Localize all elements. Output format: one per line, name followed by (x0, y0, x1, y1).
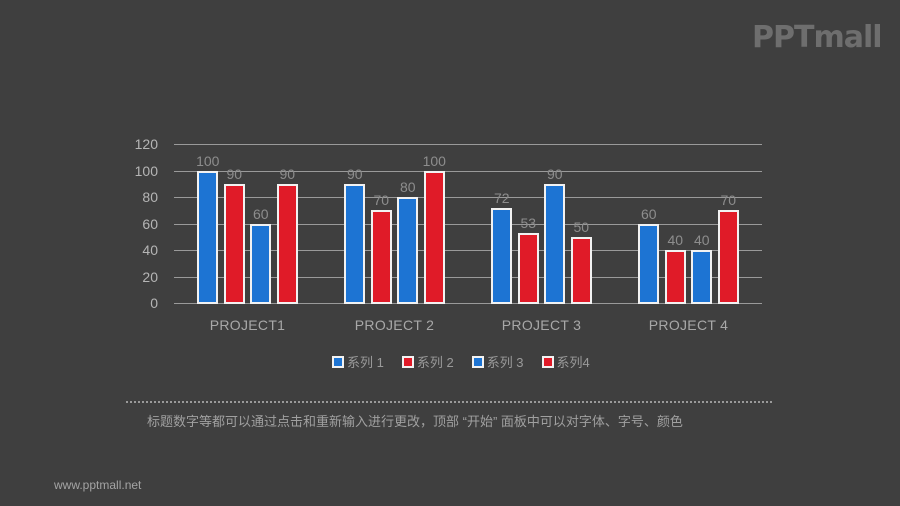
data-label: 100 (196, 152, 220, 169)
data-label: 50 (573, 218, 590, 235)
y-axis-tick-label: 100 (134, 163, 158, 179)
bar-3-series-2 (517, 232, 539, 304)
data-label: 90 (346, 165, 363, 182)
y-axis-tick-label: 20 (142, 269, 158, 285)
bar-1-series-4 (276, 183, 298, 304)
gridline (174, 224, 762, 225)
gridline (174, 171, 762, 172)
legend-swatch-red-icon (541, 355, 554, 368)
y-axis-tick-label: 0 (150, 295, 158, 311)
x-axis-category-label: PROJECT1 (209, 317, 286, 333)
x-axis-category-label: PROJECT 2 (354, 317, 435, 333)
bar-2-series-2 (370, 210, 392, 304)
bar-3-series-1 (491, 207, 513, 304)
bar-4-series-1 (638, 223, 660, 304)
legend-label: 系列 3 (486, 355, 524, 370)
bar-3-series-4 (570, 236, 592, 304)
gridline (174, 144, 762, 145)
legend-label: 系列 1 (347, 355, 384, 370)
data-label: 70 (720, 192, 737, 209)
legend-label: 系列 2 (416, 355, 454, 370)
bar-2-series-3 (397, 197, 419, 304)
bar-1-series-2 (223, 183, 245, 304)
bar-2-series-4 (423, 170, 445, 304)
legend-swatch-blue-icon (471, 355, 484, 368)
gridline (174, 250, 762, 251)
data-label: 40 (667, 232, 684, 248)
bar-2-series-1 (344, 183, 366, 304)
dotted-divider (126, 401, 772, 403)
instruction-note: 标题数字等都可以通过点击和重新输入进行更改，顶部 “开始” 面板中可以对字体、字… (147, 414, 683, 429)
y-axis-tick-label: 40 (142, 242, 158, 258)
data-label: 80 (399, 179, 416, 195)
legend-item-series-2: 系列 2 (401, 352, 454, 371)
y-axis-tick-label: 80 (142, 189, 158, 205)
x-axis-category-label: PROJECT 3 (501, 317, 582, 333)
legend-swatch-blue-icon (332, 355, 344, 368)
gridline (174, 197, 762, 198)
y-axis-tick-label: 60 (142, 216, 158, 232)
data-label: 90 (546, 165, 563, 182)
bar-1-series-1 (197, 170, 219, 304)
x-axis-category-label: PROJECT 4 (648, 317, 729, 333)
bar-4-series-4 (717, 210, 739, 304)
data-label: 70 (373, 192, 390, 209)
website-footer: www.pptmall.net (54, 478, 142, 492)
legend-item-series-3: 系列 3 (471, 352, 524, 371)
data-label: 72 (493, 189, 510, 206)
gridline (174, 303, 762, 304)
bar-1-series-3 (250, 223, 272, 304)
bar-chart: 0 20 40 60 80 100 120 100 90 60 90 PROJECT1 90 70 80 10… (134, 136, 762, 333)
legend-item-series-1: 系列 1 (332, 352, 384, 371)
data-label: 60 (640, 205, 657, 222)
data-label: 40 (693, 232, 710, 248)
gridline (174, 277, 762, 278)
bar-4-series-3 (691, 250, 713, 304)
legend-swatch-red-icon (401, 355, 414, 368)
chart-legend: 系列 1 系列 2 系列 3 系列4 (332, 352, 590, 371)
legend-label: 系列4 (556, 355, 590, 370)
bar-3-series-3 (544, 183, 566, 304)
bar-4-series-2 (664, 250, 686, 304)
data-label: 90 (226, 165, 243, 182)
data-label: 60 (252, 205, 269, 222)
pptmall-logo: PPTmall (752, 20, 883, 55)
data-label: 90 (279, 165, 296, 182)
y-axis-tick-label: 120 (134, 136, 158, 152)
data-label: 53 (520, 214, 537, 231)
legend-item-series-4: 系列4 (541, 352, 590, 371)
data-label: 100 (422, 152, 446, 169)
